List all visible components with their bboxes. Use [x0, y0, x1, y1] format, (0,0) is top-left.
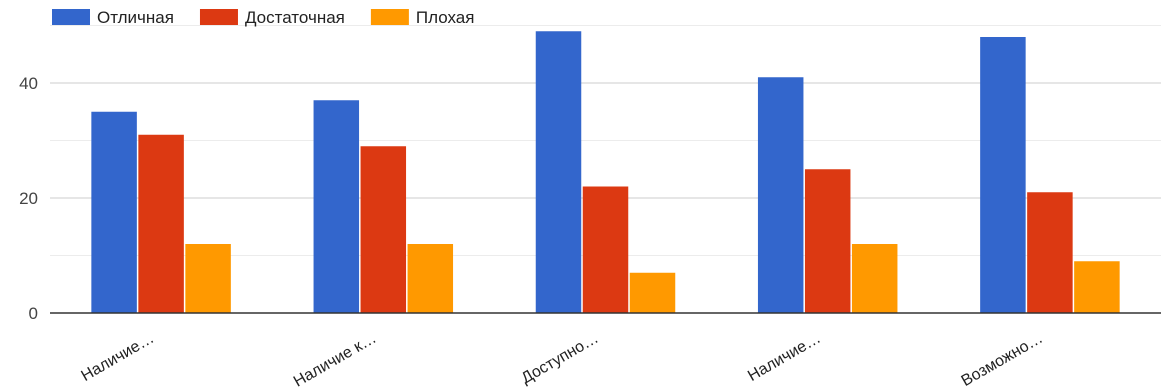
- category-label: Наличие…: [79, 330, 158, 385]
- legend-swatch: [370, 9, 409, 25]
- legend-item[interactable]: Отличная: [52, 8, 174, 27]
- bar[interactable]: [91, 111, 137, 313]
- bar[interactable]: [185, 244, 231, 313]
- bar[interactable]: [407, 244, 454, 313]
- bar[interactable]: [1074, 261, 1120, 313]
- legend-label: Отличная: [97, 8, 174, 27]
- bar[interactable]: [360, 146, 407, 313]
- category-labels: Наличие… Наличие к… Доступно… Наличие… Возмо…: [79, 330, 1046, 389]
- y-tick-label: 0: [29, 304, 38, 323]
- y-tick-labels: 0 20 40: [19, 74, 38, 323]
- legend-label: Достаточная: [245, 8, 345, 27]
- bar[interactable]: [535, 31, 582, 313]
- bar[interactable]: [757, 77, 804, 313]
- legend-swatch: [52, 9, 90, 25]
- legend-item[interactable]: Плохая: [370, 8, 475, 27]
- legend[interactable]: Отличная Достаточная Плохая: [52, 8, 474, 27]
- legend-swatch: [199, 9, 238, 25]
- bar[interactable]: [1027, 192, 1073, 313]
- bar[interactable]: [138, 134, 184, 313]
- y-tick-label: 40: [19, 74, 38, 93]
- bar[interactable]: [313, 100, 360, 313]
- legend-label: Плохая: [416, 8, 475, 27]
- bar[interactable]: [980, 37, 1026, 313]
- category-label: Наличие…: [745, 330, 824, 385]
- bar[interactable]: [582, 186, 629, 314]
- bar[interactable]: [629, 272, 676, 313]
- grid-lines: [50, 25, 1161, 256]
- legend-item[interactable]: Достаточная: [199, 8, 345, 27]
- category-label: Возможно…: [959, 330, 1046, 389]
- category-label: Доступно…: [519, 330, 602, 388]
- category-label: Наличие к…: [291, 330, 379, 389]
- bars: [91, 31, 1120, 314]
- bar[interactable]: [851, 244, 898, 313]
- y-tick-label: 20: [19, 189, 38, 208]
- bar[interactable]: [804, 169, 851, 313]
